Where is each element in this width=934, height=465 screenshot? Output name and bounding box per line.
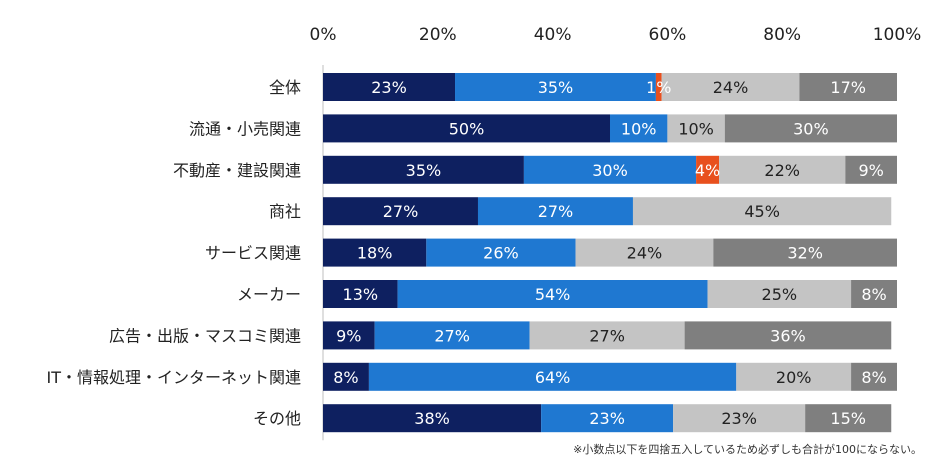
- x-axis-ticks: 0% 20% 40% 60% 80% 100%: [310, 25, 922, 45]
- bar-segment: [523, 155, 697, 184]
- category-label: サービス関連: [205, 244, 301, 263]
- data-label: 64%: [535, 368, 571, 387]
- data-label: 24%: [627, 244, 663, 263]
- data-label: 27%: [538, 202, 574, 221]
- data-label: 23%: [721, 409, 757, 428]
- data-label: 8%: [861, 285, 886, 304]
- bar-segment: [323, 362, 369, 391]
- data-label: 27%: [434, 326, 470, 345]
- bar-segment: [323, 321, 375, 350]
- bar-segment: [707, 280, 852, 308]
- data-label: 23%: [371, 78, 407, 97]
- category-label: 不動産・建設関連: [173, 161, 301, 180]
- data-label: 13%: [343, 285, 379, 304]
- data-label: 27%: [589, 326, 625, 345]
- category-label: 流通・小売関連: [189, 119, 301, 138]
- bar-segment: [713, 238, 897, 267]
- bar-segment: [851, 362, 897, 391]
- bar-segment: [426, 238, 576, 267]
- data-label: 26%: [483, 244, 519, 263]
- x-tick-label: 60%: [649, 25, 687, 45]
- bar-segment: [724, 114, 897, 143]
- data-label: 35%: [538, 78, 574, 97]
- data-label: 18%: [357, 244, 393, 263]
- bar-segment: [541, 404, 674, 433]
- data-label: 4%: [695, 161, 720, 180]
- bar-segment: [736, 362, 852, 391]
- bar-segment: [323, 404, 542, 433]
- data-label: 32%: [787, 244, 823, 263]
- category-label: その他: [253, 409, 301, 428]
- bar-segments: [323, 73, 897, 433]
- bar-segment: [323, 280, 398, 308]
- bar-segment: [477, 197, 633, 226]
- data-label: 50%: [449, 119, 485, 138]
- x-tick-label: 40%: [534, 25, 572, 45]
- bar-segment: [323, 238, 427, 267]
- data-label: 30%: [592, 161, 628, 180]
- data-label: 27%: [383, 202, 419, 221]
- bar-segment: [374, 321, 530, 350]
- data-label: 45%: [744, 202, 780, 221]
- bar-segment: [397, 280, 708, 308]
- x-tick-label: 100%: [873, 25, 922, 45]
- category-label: 広告・出版・マスコミ関連: [109, 326, 301, 345]
- bar-segment: [845, 155, 897, 184]
- data-label: 38%: [414, 409, 450, 428]
- footnote: ※小数点以下を四捨五入しているため必ずしも合計が100にならない。: [573, 443, 922, 456]
- data-label: 54%: [535, 285, 571, 304]
- data-label: 24%: [713, 78, 749, 97]
- data-label: 8%: [861, 368, 886, 387]
- data-label: 22%: [764, 161, 800, 180]
- category-label: メーカー: [237, 285, 301, 304]
- data-label: 10%: [621, 119, 657, 138]
- x-tick-label: 0%: [310, 25, 337, 45]
- bar-segment: [455, 73, 656, 101]
- bar-segment: [575, 238, 714, 267]
- category-labels: 全体流通・小売関連不動産・建設関連商社サービス関連メーカー広告・出版・マスコミ関…: [47, 78, 302, 428]
- data-label: 25%: [762, 285, 798, 304]
- data-label: 30%: [793, 119, 829, 138]
- bar-segment: [719, 155, 846, 184]
- bar-segment: [851, 280, 897, 308]
- bar-segment: [323, 197, 478, 226]
- data-label: 1%: [646, 78, 671, 97]
- data-label: 15%: [830, 409, 866, 428]
- bar-segment: [673, 404, 806, 433]
- data-label: 23%: [589, 409, 625, 428]
- data-label: 20%: [776, 368, 812, 387]
- x-tick-label: 20%: [419, 25, 457, 45]
- bar-segment: [661, 73, 800, 101]
- bar-segment: [805, 404, 892, 433]
- data-label: 8%: [333, 368, 358, 387]
- bar-segment: [610, 114, 668, 143]
- x-tick-label: 80%: [763, 25, 801, 45]
- bar-segment: [529, 321, 685, 350]
- data-label: 17%: [830, 78, 866, 97]
- category-label: 商社: [269, 202, 301, 221]
- category-label: 全体: [269, 78, 301, 97]
- bar-segment: [323, 155, 524, 184]
- bar-segment: [368, 362, 737, 391]
- bar-segment: [655, 73, 662, 101]
- bar-segment: [799, 73, 897, 101]
- bar-segment: [696, 155, 720, 184]
- bar-segment: [323, 73, 456, 101]
- data-labels: 23% 35% 1% 24% 17% 50% 10% 10% 30% 35% 30% 4% 22% 9% 2…: [333, 78, 886, 428]
- bar-segment: [667, 114, 725, 143]
- bar-segment: [323, 114, 610, 143]
- data-label: 9%: [858, 161, 883, 180]
- bar-segment: [632, 197, 892, 226]
- bar-segment: [684, 321, 892, 350]
- data-label: 35%: [406, 161, 442, 180]
- category-label: IT・情報処理・インターネット関連: [47, 368, 302, 387]
- data-label: 36%: [770, 326, 806, 345]
- data-label: 9%: [336, 326, 361, 345]
- data-label: 10%: [678, 119, 714, 138]
